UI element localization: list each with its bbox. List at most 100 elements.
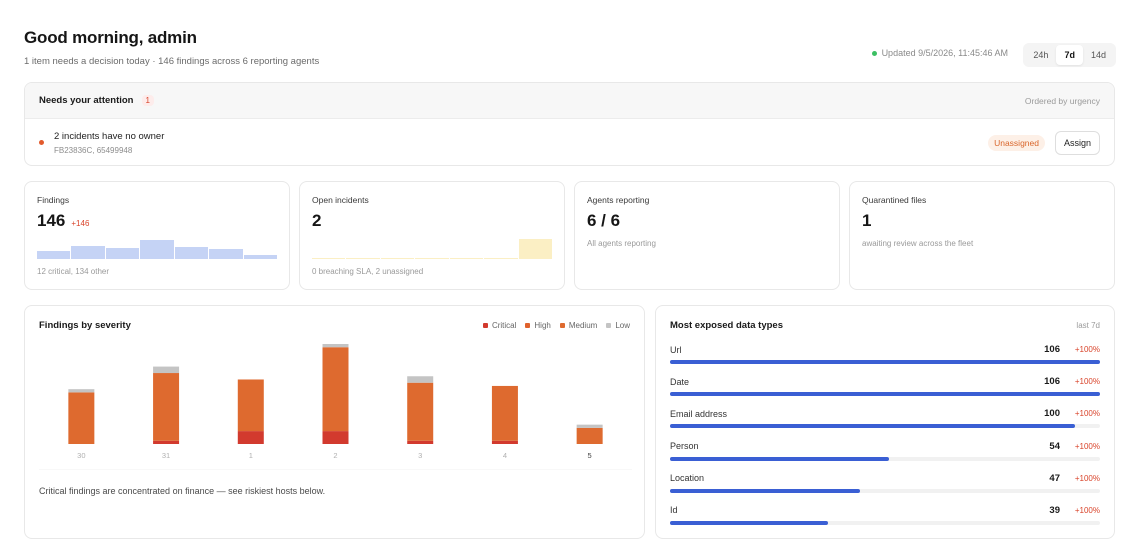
bar-segment-low[interactable]	[407, 376, 434, 383]
attention-title: Needs your attention	[39, 95, 134, 106]
bar-segment-medium[interactable]	[322, 347, 349, 432]
data-type-row[interactable]: Url 106 +100%	[670, 344, 1100, 376]
attention-order-label: Ordered by urgency	[1024, 95, 1100, 106]
data-type-row[interactable]: Person 54 +100%	[670, 441, 1100, 473]
bar-segment-low[interactable]	[68, 389, 95, 393]
stat-footnote: 0 breaching SLA, 2 unassigned	[312, 267, 424, 276]
data-type-change: +100%	[1074, 505, 1100, 515]
stat-label: Findings	[37, 195, 70, 205]
data-type-name: Id	[670, 505, 678, 516]
data-type-bar-fill	[670, 360, 1100, 364]
data-type-change: +100%	[1074, 377, 1100, 387]
legend-item-high: High	[525, 321, 551, 330]
data-type-line: Email address 100 +100%	[670, 408, 1100, 419]
data-type-bar-fill	[670, 488, 861, 493]
attention-panel: Needs your attention 1 Ordered by urgenc…	[24, 82, 1115, 166]
data-type-row[interactable]: Location 47 +100%	[670, 473, 1100, 505]
bar-segment-critical[interactable]	[237, 431, 264, 444]
legend-label: High	[534, 321, 551, 330]
time-range-selector: 24h 7d 14d	[1023, 43, 1116, 67]
sparkline-bar	[71, 245, 105, 259]
severity-chart-card: Findings by severity Critical High Mediu…	[24, 305, 645, 539]
stat-label: Agents reporting	[587, 195, 650, 205]
urgency-dot-icon	[39, 140, 44, 145]
bar-segment-critical[interactable]	[491, 440, 518, 444]
data-type-count: 39	[1049, 504, 1060, 516]
stat-label: Open incidents	[312, 195, 369, 205]
page-subtitle: 1 item needs a decision today · 146 find…	[24, 56, 320, 67]
sparkline-bar	[518, 238, 552, 259]
page-title: Good morning, admin	[24, 28, 197, 47]
data-type-bar-fill	[670, 392, 1100, 397]
data-type-count: 106	[1044, 376, 1060, 388]
sparkline-bar	[346, 258, 380, 259]
x-tick-label: 4	[503, 451, 507, 460]
bar-segment-medium[interactable]	[237, 379, 264, 432]
attention-item-text: 2 incidents have no owner FB23836C, 6549…	[54, 131, 164, 155]
legend-swatch	[606, 323, 612, 328]
bar-segment-critical[interactable]	[322, 431, 349, 444]
stat-delta: +146	[71, 219, 90, 228]
data-type-name: Email address	[670, 408, 728, 419]
sparkline-bar	[209, 249, 243, 259]
stat-card-findings[interactable]: Findings 146 +146 12 critical, 134 other	[24, 181, 290, 290]
stat-value: 146	[37, 211, 66, 230]
data-type-bar-track	[670, 456, 1100, 461]
data-type-bar-fill	[670, 456, 889, 461]
chart-insight-note: Critical findings are concentrated on fi…	[39, 486, 326, 496]
attention-item-title: 2 incidents have no owner	[54, 130, 165, 142]
data-type-list: Url 106 +100% Date 106 +100% Email address 100 +…	[670, 344, 1100, 537]
legend-swatch	[559, 323, 565, 328]
assign-button[interactable]: Assign	[1054, 130, 1100, 155]
chart-title: Findings by severity	[39, 320, 131, 331]
data-type-row[interactable]: Date 106 +100%	[670, 376, 1100, 408]
bar-segment-medium[interactable]	[68, 392, 95, 444]
updated-status: Updated 9/5/2026, 11:45:46 AM	[871, 48, 1008, 58]
data-type-count: 100	[1044, 408, 1060, 420]
sparkline-bar	[484, 258, 518, 259]
bar-segment-critical[interactable]	[153, 440, 180, 444]
attention-item[interactable]: 2 incidents have no owner FB23836C, 6549…	[25, 119, 1114, 165]
bar-segment-medium[interactable]	[407, 382, 434, 441]
stat-footnote: 12 critical, 134 other	[37, 267, 110, 276]
data-type-row[interactable]: Id 39 +100%	[670, 505, 1100, 537]
data-type-name: Location	[670, 473, 705, 484]
legend-label: Low	[615, 321, 630, 330]
range-option-24h[interactable]: 24h	[1033, 50, 1049, 60]
updated-timestamp: Updated 9/5/2026, 11:45:46 AM	[881, 48, 1008, 58]
attention-header: Needs your attention 1 Ordered by urgenc…	[25, 83, 1114, 119]
data-type-name: Date	[670, 376, 690, 387]
x-tick-label: 1	[249, 451, 253, 460]
stat-value: 2	[312, 211, 322, 230]
data-type-row[interactable]: Email address 100 +100%	[670, 408, 1100, 440]
range-option-7d[interactable]: 7d	[1056, 45, 1083, 65]
status-badge: Unassigned	[988, 134, 1045, 151]
bar-segment-low[interactable]	[576, 424, 603, 428]
sparkline-bar	[449, 258, 484, 259]
exposed-data-types-card: Most exposed data types last 7d Url 106 +1…	[655, 305, 1115, 539]
card-title: Most exposed data types	[670, 320, 783, 331]
bar-segment-medium[interactable]	[576, 427, 603, 444]
range-option-14d[interactable]: 14d	[1090, 50, 1106, 60]
bar-segment-medium[interactable]	[491, 385, 518, 441]
data-type-bar-fill	[670, 424, 1076, 429]
stat-subtext: awaiting review across the fleet	[862, 239, 974, 248]
status-dot-icon	[871, 50, 877, 56]
stat-card-agents-reporting[interactable]: Agents reporting 6 / 6 All agents report…	[574, 181, 840, 290]
legend-item-low: Low	[606, 321, 630, 330]
sparkline-bar	[140, 239, 174, 259]
sparkline-bar	[37, 250, 71, 259]
stat-value-row: 6 / 6	[587, 211, 827, 231]
bar-segment-low[interactable]	[322, 344, 349, 348]
bar-segment-low[interactable]	[153, 366, 180, 374]
sparkline-bar	[380, 258, 415, 259]
findings-sparkline	[37, 235, 277, 259]
data-type-change: +100%	[1074, 345, 1100, 354]
legend-item-critical: Critical	[482, 321, 516, 330]
stat-card-quarantined-files[interactable]: Quarantined files 1 awaiting review acro…	[849, 181, 1115, 290]
bar-segment-medium[interactable]	[153, 373, 180, 441]
stat-card-open-incidents[interactable]: Open incidents 2 0 breaching SLA, 2 unas…	[299, 181, 565, 290]
data-type-line: Person 54 +100%	[670, 441, 1100, 452]
data-type-bar-track	[670, 520, 1100, 525]
bar-segment-critical[interactable]	[407, 440, 434, 444]
